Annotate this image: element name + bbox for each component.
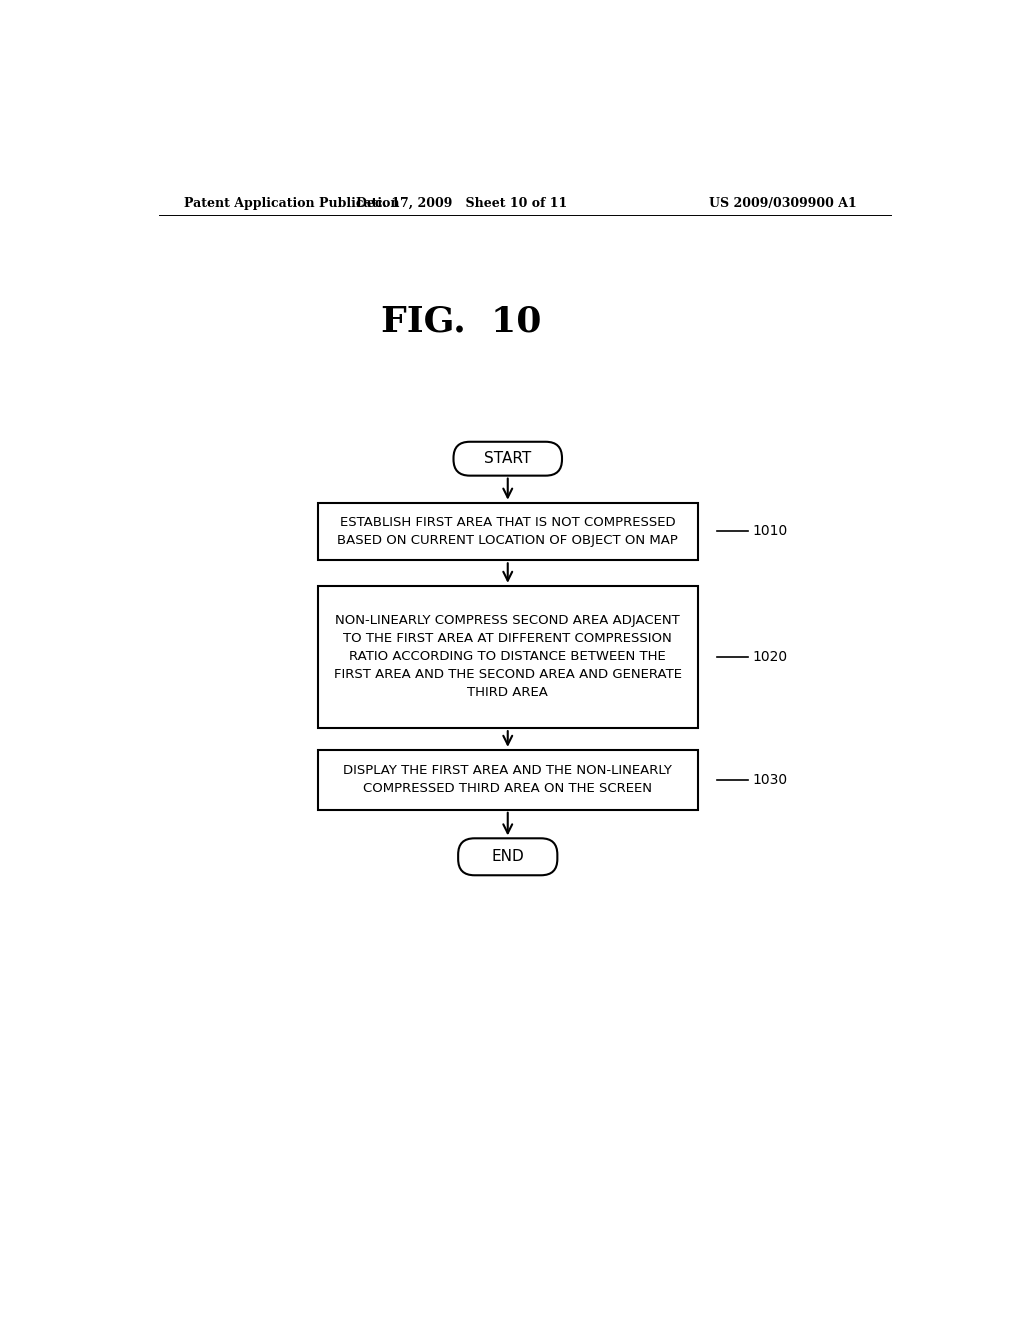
Text: US 2009/0309900 A1: US 2009/0309900 A1 [709,197,856,210]
Text: END: END [492,849,524,865]
Text: START: START [484,451,531,466]
FancyBboxPatch shape [317,750,697,810]
FancyBboxPatch shape [458,838,557,875]
Text: Dec. 17, 2009   Sheet 10 of 11: Dec. 17, 2009 Sheet 10 of 11 [355,197,567,210]
FancyBboxPatch shape [454,442,562,475]
Text: FIG.  10: FIG. 10 [381,305,542,339]
Text: NON-LINEARLY COMPRESS SECOND AREA ADJACENT
TO THE FIRST AREA AT DIFFERENT COMPRE: NON-LINEARLY COMPRESS SECOND AREA ADJACE… [334,615,682,700]
Text: DISPLAY THE FIRST AREA AND THE NON-LINEARLY
COMPRESSED THIRD AREA ON THE SCREEN: DISPLAY THE FIRST AREA AND THE NON-LINEA… [343,764,672,795]
Text: Patent Application Publication: Patent Application Publication [183,197,399,210]
Text: 1010: 1010 [753,524,787,539]
FancyBboxPatch shape [317,503,697,560]
Text: 1020: 1020 [753,649,787,664]
Text: ESTABLISH FIRST AREA THAT IS NOT COMPRESSED
BASED ON CURRENT LOCATION OF OBJECT : ESTABLISH FIRST AREA THAT IS NOT COMPRES… [337,516,678,546]
FancyBboxPatch shape [317,586,697,729]
Text: 1030: 1030 [753,772,787,787]
